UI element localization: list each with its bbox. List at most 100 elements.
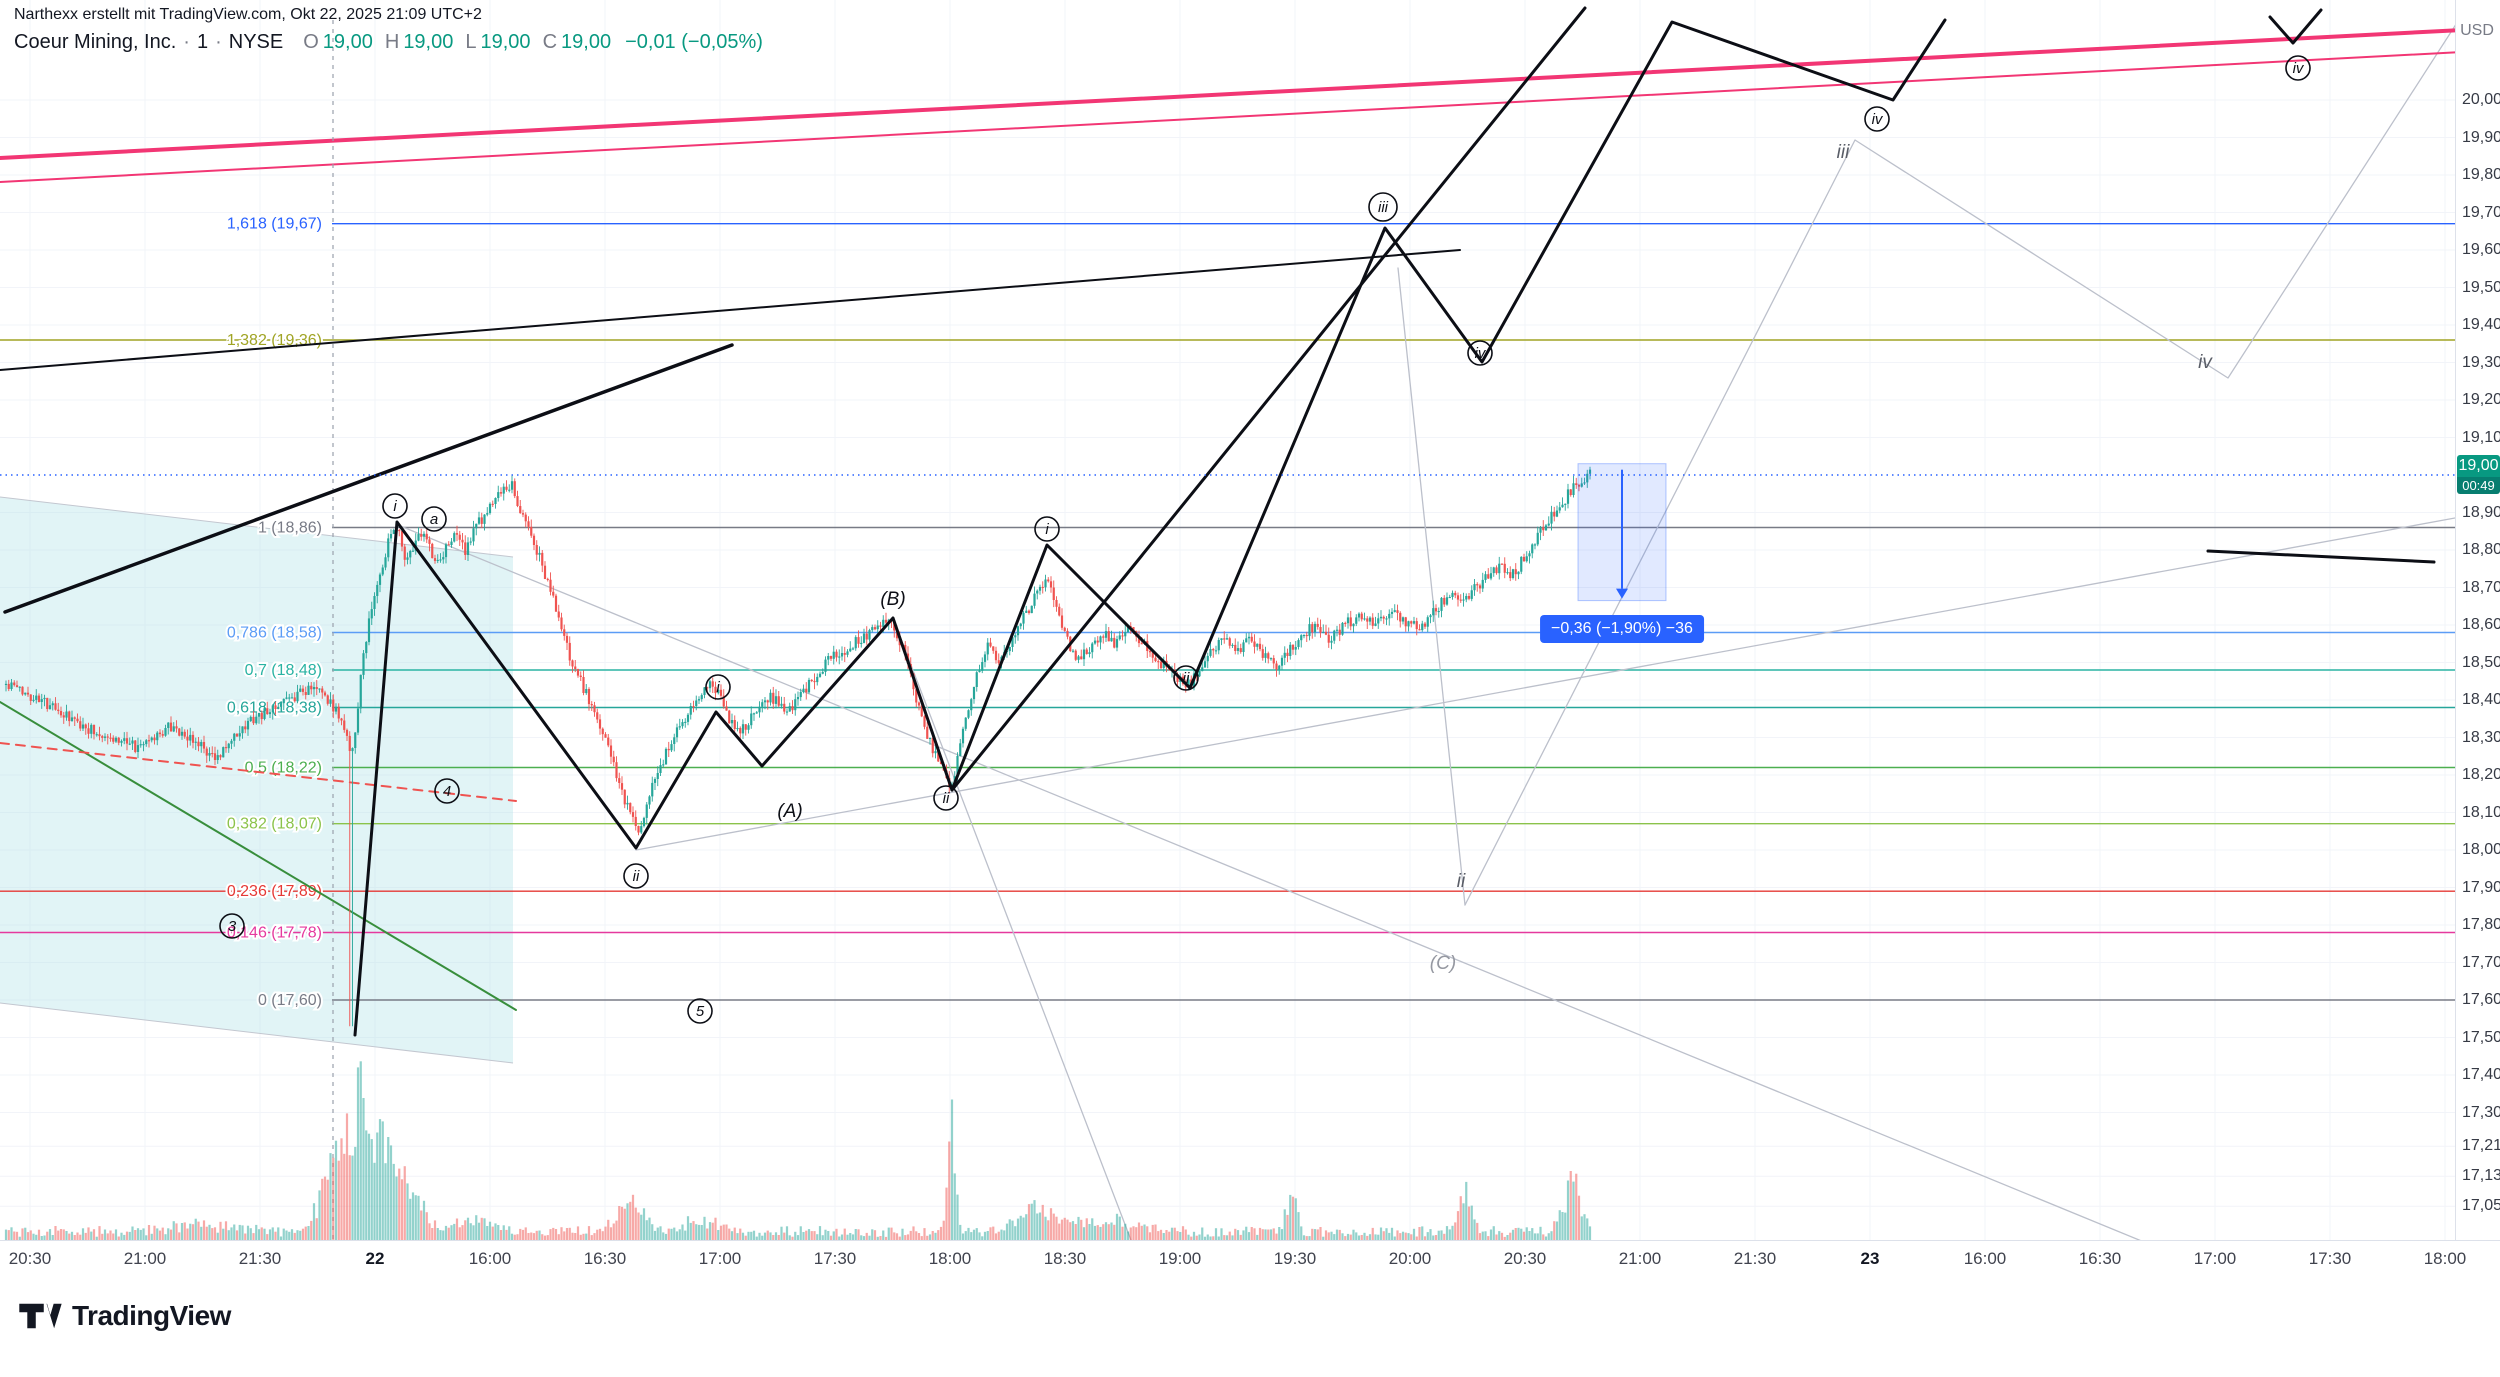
trend-line[interactable] (1397, 267, 1466, 906)
symbol-legend: Coeur Mining, Inc. · 1 · NYSE O 19,00 H 19,00 L 19… (14, 31, 763, 54)
wave-label[interactable]: 3 (219, 913, 245, 939)
time-axis[interactable]: 20:30 21:00 21:30 22 16:00 16:30 17:00 17:30 18:… (0, 1240, 2500, 1276)
price-tick-label: 19,90 (2462, 128, 2500, 146)
fib-label: 1,618 (19,67) (227, 216, 322, 233)
price-tick-label: 18,80 (2462, 541, 2500, 558)
svg-text:iv: iv (2293, 60, 2305, 77)
chart-plot-area[interactable]: 1,618 (19,67) 1,382 (19,36) 1 (18,86) 0,786… (0, 0, 2455, 1240)
elliott-projection-line[interactable] (2206, 549, 2436, 564)
high-key: H (384, 31, 400, 53)
wave-label[interactable]: 5 (687, 998, 713, 1024)
trend-line[interactable] (892, 617, 1152, 1240)
time-tick-label: 17:30 (813, 1249, 857, 1268)
wave-label[interactable]: ii (623, 863, 649, 889)
price-tick-label: 17,60 (2462, 991, 2500, 1008)
fib-level[interactable]: 1,618 (19,67) (225, 214, 2455, 235)
measure-label[interactable]: −0,36 (−1,90%) −36 (1540, 614, 1704, 643)
trend-line[interactable] (0, 28, 2455, 160)
svg-text:ii: ii (943, 790, 950, 807)
wave-label[interactable]: iii (1368, 192, 1398, 222)
price-axis[interactable]: USD 20,00 19,90 19,80 19,70 19,60 19,50 19,40 1… (2455, 0, 2500, 1240)
svg-text:iv: iv (2198, 352, 2213, 373)
elliott-projection-line[interactable] (353, 18, 1947, 1037)
price-tick-label: 19,20 (2462, 391, 2500, 408)
symbol-name[interactable]: Coeur Mining, Inc. (14, 31, 177, 53)
wave-label[interactable]: (B) (880, 589, 905, 610)
wave-label[interactable]: iii (1837, 142, 1850, 163)
trend-line[interactable] (1464, 15, 2455, 906)
wave-label[interactable]: iv (1467, 340, 1493, 366)
volume-series (4, 1061, 1592, 1240)
fib-level[interactable]: 0,7 (18,48) (243, 660, 2455, 681)
channel-shading[interactable] (0, 496, 514, 1064)
trend-line[interactable] (0, 51, 2455, 183)
time-tick-label: 16:00 (468, 1249, 512, 1268)
fib-level[interactable]: 0,146 (17,78) (0, 923, 2455, 944)
wave-label[interactable]: iv (1864, 106, 1890, 132)
wave-label[interactable]: a (421, 506, 447, 532)
fib-level[interactable]: 0 (17,60) (256, 990, 2455, 1011)
elliott-projection-line[interactable] (2268, 8, 2323, 45)
svg-text:ii: ii (1457, 871, 1466, 892)
price-tick-label: 18,30 (2462, 728, 2500, 746)
wave-label[interactable]: i (705, 674, 731, 700)
price-tick-label: 18,00 (2462, 841, 2500, 858)
chart-canvas[interactable]: 1,618 (19,67)1,382 (19,36)1 (18,86)0,786… (0, 0, 2455, 1240)
time-tick-label: 16:00 (1963, 1249, 2007, 1268)
wave-label[interactable]: iv (2285, 55, 2311, 81)
tradingview-logo[interactable]: TradingView (18, 1300, 231, 1332)
trend-line[interactable] (397, 524, 2200, 1240)
wave-label[interactable]: iv (2198, 352, 2213, 373)
fib-level[interactable]: 0,382 (18,07) (225, 814, 2455, 835)
wave-label[interactable]: (A) (777, 801, 802, 822)
time-tick-label: 23 (1860, 1249, 1880, 1268)
wave-label[interactable]: i (1034, 516, 1060, 542)
wave-label[interactable]: i (382, 493, 408, 519)
fib-level[interactable]: 0,786 (18,58) (225, 623, 2455, 644)
svg-text:i: i (1045, 521, 1049, 538)
fib-level[interactable]: 0,618 (18,38) (225, 698, 2455, 719)
svg-text:4: 4 (443, 783, 451, 800)
fib-label: 0,236 (17,89) (227, 883, 322, 900)
trend-line[interactable] (635, 517, 2455, 851)
ohlc-values: O 19,00 H 19,00 L 19,00 C 19,00 −0,01 (−0,05%) (291, 31, 763, 53)
svg-text:ii: ii (633, 868, 640, 885)
svg-text:i: i (393, 498, 397, 515)
fib-level[interactable]: 0,236 (17,89) (0, 881, 2455, 902)
price-tick-label: 18,70 (2462, 578, 2500, 596)
price-tick-label: 17,13 (2462, 1167, 2500, 1185)
measure-box[interactable] (1577, 463, 1667, 602)
wave-label[interactable]: 4 (434, 778, 460, 804)
elliott-projection-line[interactable] (950, 6, 1587, 792)
fib-level[interactable]: 1 (18,86) (256, 518, 2455, 539)
price-tick-label: 19,40 (2462, 316, 2500, 333)
time-tick-label: 16:30 (2078, 1249, 2122, 1268)
svg-text:a: a (430, 511, 438, 528)
interval-label[interactable]: 1 (196, 31, 209, 53)
svg-text:ii: ii (1183, 670, 1190, 687)
price-tick-label: 19,70 (2462, 203, 2500, 221)
fib-label: 0 (17,60) (258, 992, 322, 1009)
price-tick-label: 17,40 (2462, 1066, 2500, 1083)
trend-line[interactable] (0, 742, 517, 802)
chart-byline: Narthexx erstellt mit TradingView.com, O… (14, 6, 482, 23)
wave-label[interactable]: ii (933, 785, 959, 811)
price-tick-label: 18,20 (2462, 766, 2500, 783)
elliott-projection-line[interactable] (0, 249, 1461, 371)
price-tick-label: 17,80 (2462, 916, 2500, 933)
time-tick-label: 18:00 (2423, 1249, 2467, 1268)
svg-text:3: 3 (228, 918, 237, 935)
wave-label[interactable]: (C) (1430, 953, 1456, 974)
price-tick-label: 19,80 (2462, 166, 2500, 183)
open-value: 19,00 (322, 31, 373, 53)
fib-label: 0,786 (18,58) (227, 625, 322, 642)
fib-label: 0,5 (18,22) (245, 760, 322, 777)
time-tick-label: 17:30 (2308, 1249, 2352, 1268)
wave-label[interactable]: ii (1457, 871, 1466, 892)
wave-label[interactable]: ii (1173, 665, 1199, 691)
legend-separator: · (183, 31, 190, 53)
svg-text:(B): (B) (880, 589, 905, 610)
price-tick-label: 18,60 (2462, 616, 2500, 633)
elliott-projection-line[interactable] (3, 343, 734, 614)
last-price-badge: 19,00 00:49 (2457, 455, 2500, 494)
